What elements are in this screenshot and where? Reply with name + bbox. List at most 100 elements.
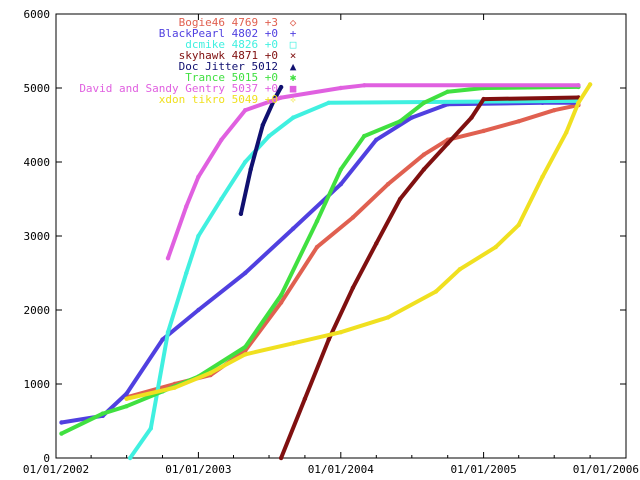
data-point [338, 182, 343, 187]
data-point [493, 244, 498, 250]
data-point [457, 267, 462, 272]
data-point [127, 455, 133, 461]
legend: Bogie46 4769 +3 ◇ BlackPearl 4802 +0 + dcmik… [79, 16, 296, 106]
data-point [552, 108, 557, 113]
data-point [385, 182, 391, 187]
legend-label: Trance 5015 +0 [185, 71, 278, 84]
data-point [338, 330, 343, 335]
y-tick-label: 4000 [24, 156, 51, 169]
data-point [243, 344, 248, 350]
data-point [165, 330, 171, 335]
data-point [481, 96, 486, 102]
data-point [196, 233, 201, 239]
data-point [516, 119, 521, 124]
data-point [362, 133, 367, 139]
data-point [196, 307, 201, 313]
data-point [160, 337, 165, 342]
data-point [516, 222, 521, 228]
data-point [433, 289, 439, 294]
data-point [196, 174, 201, 179]
legend-label: Bogie46 4769 +3 [179, 16, 278, 29]
y-tick-label: 0 [43, 452, 50, 465]
legend-marker: □ [290, 38, 297, 51]
data-point [208, 370, 213, 376]
data-point [374, 137, 379, 142]
data-point [148, 426, 153, 431]
data-point [350, 215, 356, 220]
data-point [172, 385, 177, 390]
data-point [314, 219, 320, 224]
data-point [338, 167, 343, 172]
series-line-6 [166, 83, 581, 261]
data-point [124, 396, 129, 401]
legend-label: dcmike 4826 +0 [185, 38, 278, 51]
data-point [243, 159, 248, 165]
data-point [564, 130, 569, 135]
data-point [260, 122, 265, 128]
data-point [124, 404, 129, 409]
data-point [184, 204, 189, 209]
data-point [409, 115, 414, 120]
data-point [291, 115, 296, 120]
data-point [374, 241, 379, 246]
data-point [291, 226, 296, 231]
data-point [445, 141, 450, 146]
data-point [576, 100, 581, 106]
legend-marker: ✧ [290, 93, 297, 106]
axis-layer: 0 1000 2000 3000 4000 5000 6000 01/01/2002 01/01… [23, 8, 639, 476]
series-line-1 [59, 100, 581, 425]
data-point [165, 256, 171, 261]
data-point [540, 174, 545, 179]
data-point [576, 83, 581, 88]
y-tick-label: 2000 [24, 304, 51, 317]
y-tick-label: 6000 [24, 8, 51, 21]
data-point [350, 285, 356, 290]
data-point [243, 352, 248, 357]
data-point [100, 411, 106, 416]
series-line-5 [59, 84, 581, 436]
data-point [238, 211, 244, 216]
data-point [291, 341, 296, 346]
data-point [184, 270, 189, 276]
data-point [266, 133, 272, 139]
legend-marker: ◇ [290, 16, 297, 29]
data-point [219, 137, 224, 142]
data-point [219, 196, 224, 202]
legend-label: xdon tikro 5049 +0 [159, 93, 278, 106]
data-point [587, 82, 593, 87]
y-tick-label: 3000 [24, 230, 51, 243]
data-point [302, 396, 308, 401]
legend-label: BlackPearl 4802 +0 [159, 27, 278, 40]
series-layer [59, 82, 593, 461]
data-point [314, 244, 320, 250]
data-point [421, 167, 427, 172]
series-line-2 [128, 98, 581, 460]
data-point [326, 100, 331, 106]
legend-label: David and Sandy Gentry 5037 +0 [79, 82, 278, 95]
data-point [421, 100, 427, 106]
data-point [469, 115, 474, 120]
data-point [421, 152, 427, 157]
x-tick-label: 01/01/2004 [308, 463, 375, 476]
y-tick-label: 1000 [24, 378, 51, 391]
x-tick-label: 01/01/2002 [23, 463, 89, 476]
y-tick-label: 5000 [24, 82, 51, 95]
legend-marker: + [290, 27, 297, 40]
data-point [362, 83, 367, 88]
legend-marker: ✱ [290, 71, 297, 84]
data-point [338, 85, 343, 91]
data-point [278, 84, 284, 90]
data-point [278, 300, 284, 305]
legend-marker: × [290, 49, 297, 62]
legend-label: Doc Jitter 5012 [179, 60, 278, 73]
x-tick-label: 01/01/2005 [450, 463, 516, 476]
data-point [248, 167, 253, 172]
data-point [445, 89, 450, 94]
data-point [59, 431, 64, 436]
data-point [278, 455, 284, 461]
data-point [481, 128, 486, 134]
data-point [326, 337, 331, 342]
data-point [243, 270, 248, 276]
x-tick-label: 01/01/2003 [165, 463, 231, 476]
